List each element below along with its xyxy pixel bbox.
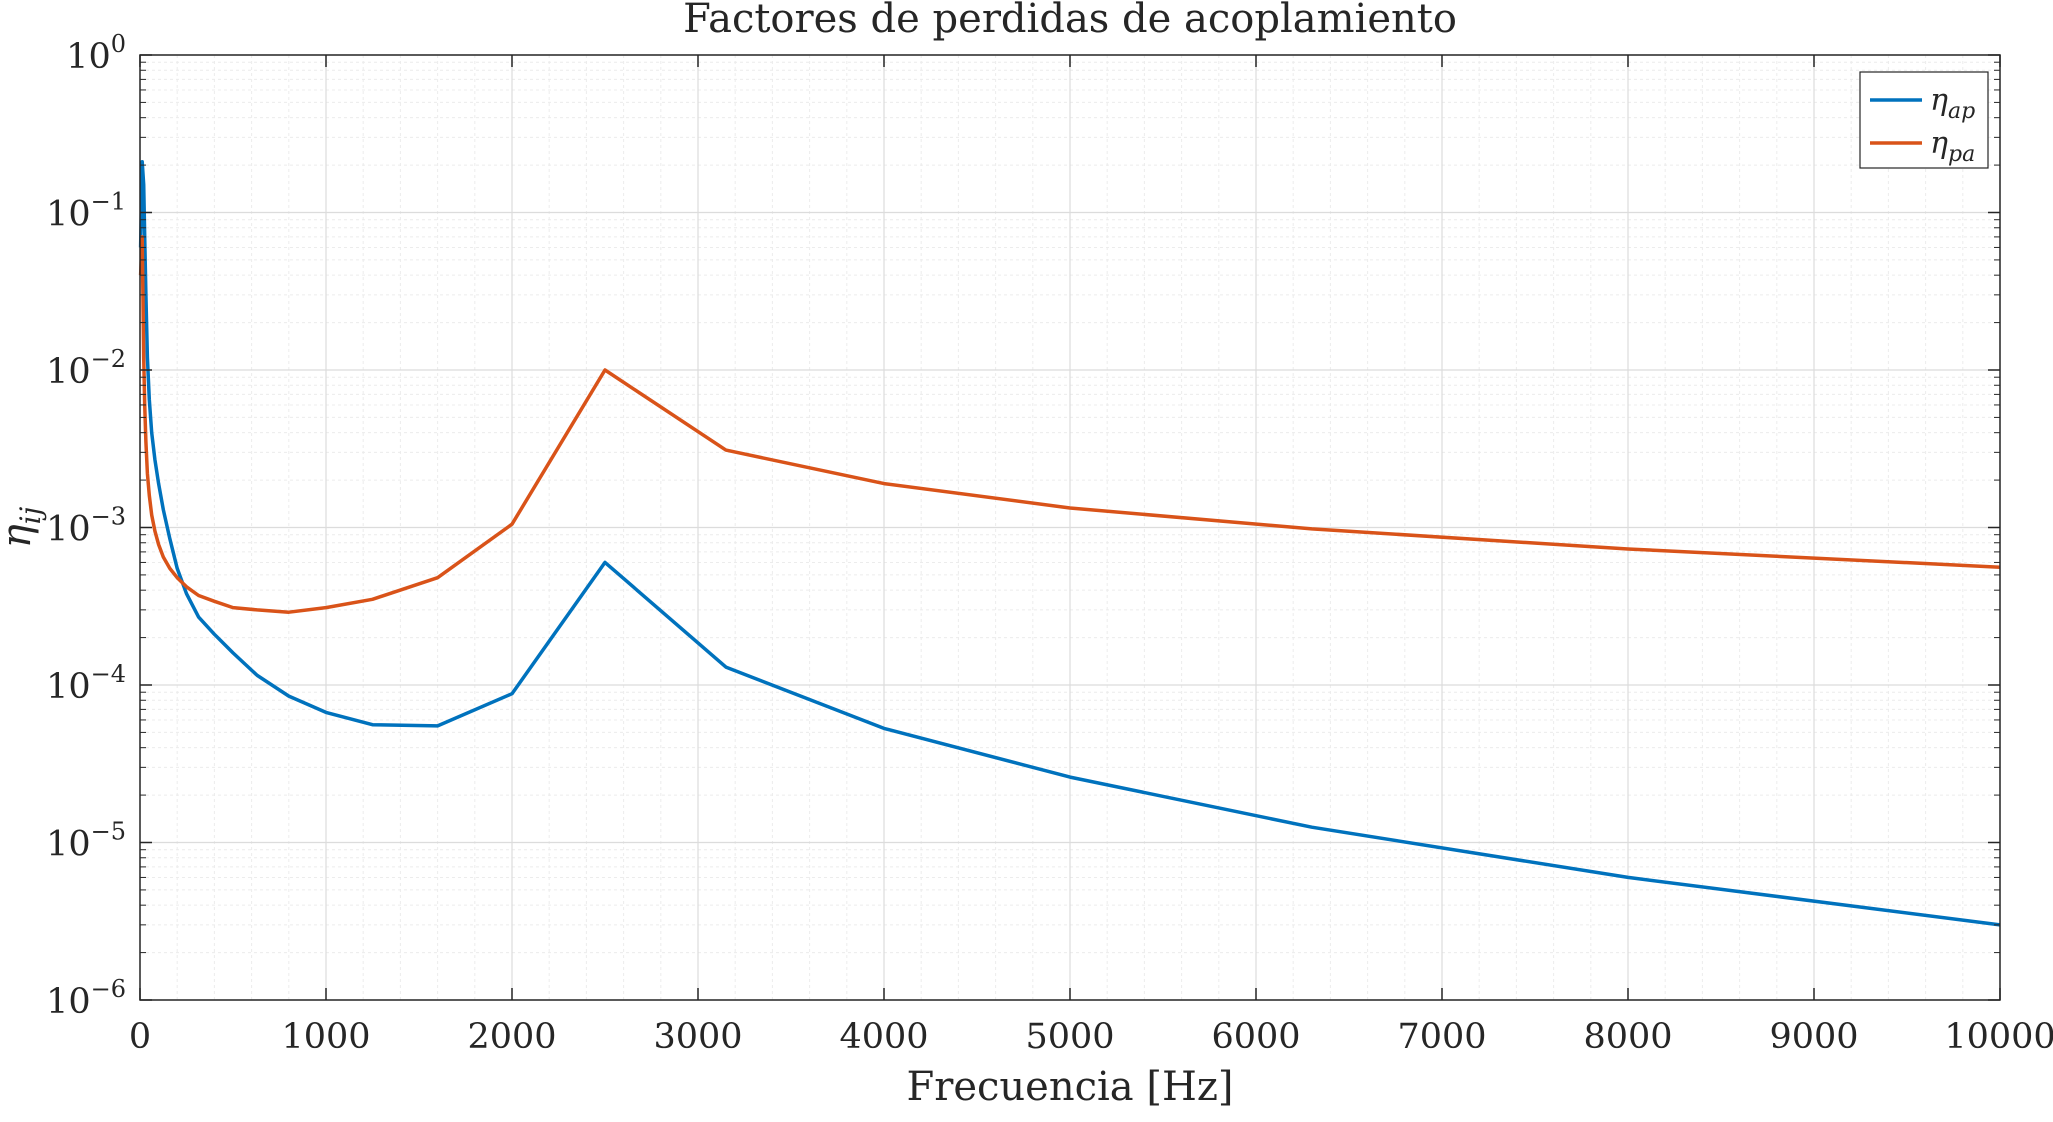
y-tick-label-base: 10	[46, 825, 91, 865]
y-tick-label-base: 10	[46, 195, 91, 235]
x-tick-label: 9000	[1769, 1017, 1858, 1057]
legend-label-sub: pa	[1948, 142, 1975, 167]
x-tick-label: 8000	[1583, 1017, 1672, 1057]
x-tick-label: 6000	[1211, 1017, 1300, 1057]
x-tick-label: 10000	[1944, 1017, 2053, 1057]
y-axis-label-base: η	[0, 524, 40, 548]
y-tick-label-base: 10	[46, 352, 91, 392]
ticks	[139, 54, 2001, 1001]
y-tick-label-exponent: 0	[111, 30, 126, 58]
x-tick-label: 3000	[653, 1017, 742, 1057]
y-tick-label-exponent: −3	[91, 503, 126, 531]
series-layer	[138, 160, 2001, 927]
x-tick-label: 2000	[467, 1017, 556, 1057]
y-tick-label-base: 10	[46, 667, 91, 707]
y-tick-label-base: 10	[46, 982, 91, 1022]
y-axis-label-sub: ij	[14, 506, 47, 524]
series-line-pa	[138, 235, 2001, 614]
y-tick-label: 10−4	[46, 660, 126, 707]
y-tick-label: 10−6	[46, 975, 126, 1022]
x-tick-label: 0	[129, 1017, 151, 1057]
legend-label-base: η	[1930, 83, 1948, 118]
legend-label-sub: ap	[1948, 99, 1975, 124]
y-tick-label: 10−2	[46, 345, 126, 392]
x-tick-labels: 0 1000 2000 3000 4000 5000 6000 7000 8000 9000 100…	[129, 1017, 2053, 1057]
y-tick-label: 10−1	[46, 188, 126, 235]
y-tick-label-exponent: −1	[91, 188, 126, 216]
y-tick-label-exponent: −6	[91, 975, 126, 1003]
x-tick-label: 1000	[281, 1017, 370, 1057]
legend-box	[1859, 71, 1989, 169]
y-tick-label-exponent: −5	[91, 818, 126, 846]
x-tick-label: 7000	[1397, 1017, 1486, 1057]
legend-label-base: η	[1930, 126, 1948, 161]
grid	[139, 54, 2001, 1001]
series-line-ap	[138, 160, 2001, 927]
legend-label-pa: ηpa	[1930, 126, 1975, 167]
y-tick-label: 10−3	[46, 503, 126, 550]
y-tick-label-base: 10	[66, 37, 111, 77]
y-axis-label: ηij	[0, 506, 47, 548]
x-axis-label: Frecuencia [Hz]	[906, 1064, 1233, 1110]
legend-label-ap: ηap	[1930, 83, 1975, 124]
y-tick-label-base: 10	[46, 510, 91, 550]
y-tick-label-exponent: −4	[91, 660, 126, 688]
x-tick-label: 5000	[1025, 1017, 1114, 1057]
y-tick-label: 100	[66, 30, 126, 77]
chart-title: Factores de perdidas de acoplamiento	[683, 0, 1457, 42]
y-tick-label: 10−5	[46, 818, 126, 865]
x-tick-label: 4000	[839, 1017, 928, 1057]
y-tick-label-exponent: −2	[91, 345, 126, 373]
